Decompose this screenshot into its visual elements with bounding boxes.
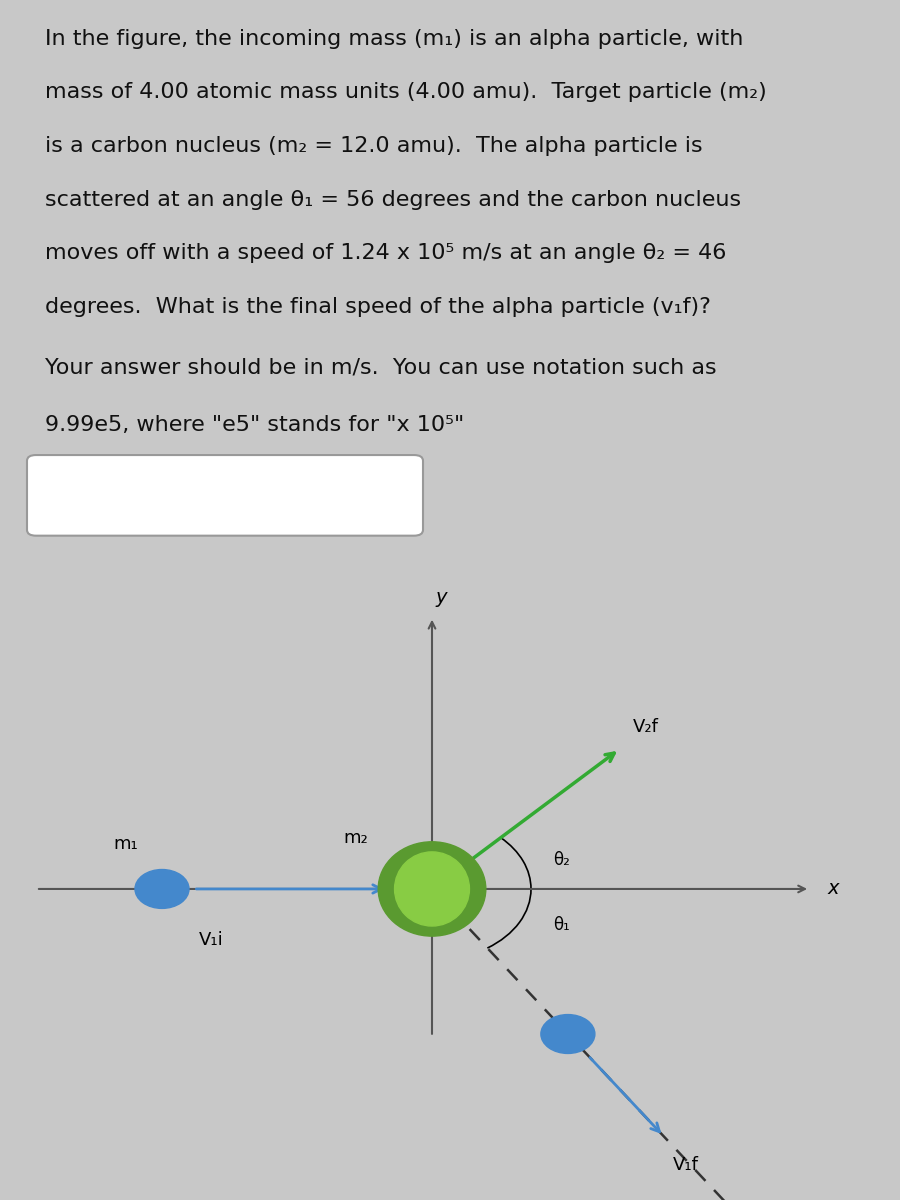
Text: V₁f: V₁f	[672, 1156, 698, 1174]
Circle shape	[135, 870, 189, 908]
Text: degrees.  What is the final speed of the alpha particle (v₁f)?: degrees. What is the final speed of the …	[45, 296, 711, 317]
Text: 9.99e5, where "e5" stands for "x 10⁵": 9.99e5, where "e5" stands for "x 10⁵"	[45, 415, 464, 434]
Text: θ₂: θ₂	[554, 851, 571, 869]
Text: is a carbon nucleus (m₂ = 12.0 amu).  The alpha particle is: is a carbon nucleus (m₂ = 12.0 amu). The…	[45, 136, 703, 156]
Text: θ₁: θ₁	[554, 916, 571, 934]
Text: m₁: m₁	[113, 835, 139, 853]
Text: V₁i: V₁i	[199, 931, 224, 949]
Text: m₂: m₂	[343, 829, 368, 847]
Ellipse shape	[394, 852, 470, 926]
Text: scattered at an angle θ₁ = 56 degrees and the carbon nucleus: scattered at an angle θ₁ = 56 degrees an…	[45, 190, 741, 210]
Ellipse shape	[378, 841, 486, 936]
Text: Your answer should be in m/s.  You can use notation such as: Your answer should be in m/s. You can us…	[45, 358, 716, 377]
Text: In the figure, the incoming mass (m₁) is an alpha particle, with: In the figure, the incoming mass (m₁) is…	[45, 29, 743, 49]
FancyBboxPatch shape	[27, 455, 423, 535]
Text: moves off with a speed of 1.24 x 10⁵ m/s at an angle θ₂ = 46: moves off with a speed of 1.24 x 10⁵ m/s…	[45, 244, 726, 263]
Text: mass of 4.00 atomic mass units (4.00 amu).  Target particle (m₂): mass of 4.00 atomic mass units (4.00 amu…	[45, 83, 767, 102]
Text: V₂f: V₂f	[633, 718, 659, 736]
Text: x: x	[828, 880, 840, 899]
Circle shape	[541, 1014, 595, 1054]
Text: y: y	[436, 588, 446, 607]
